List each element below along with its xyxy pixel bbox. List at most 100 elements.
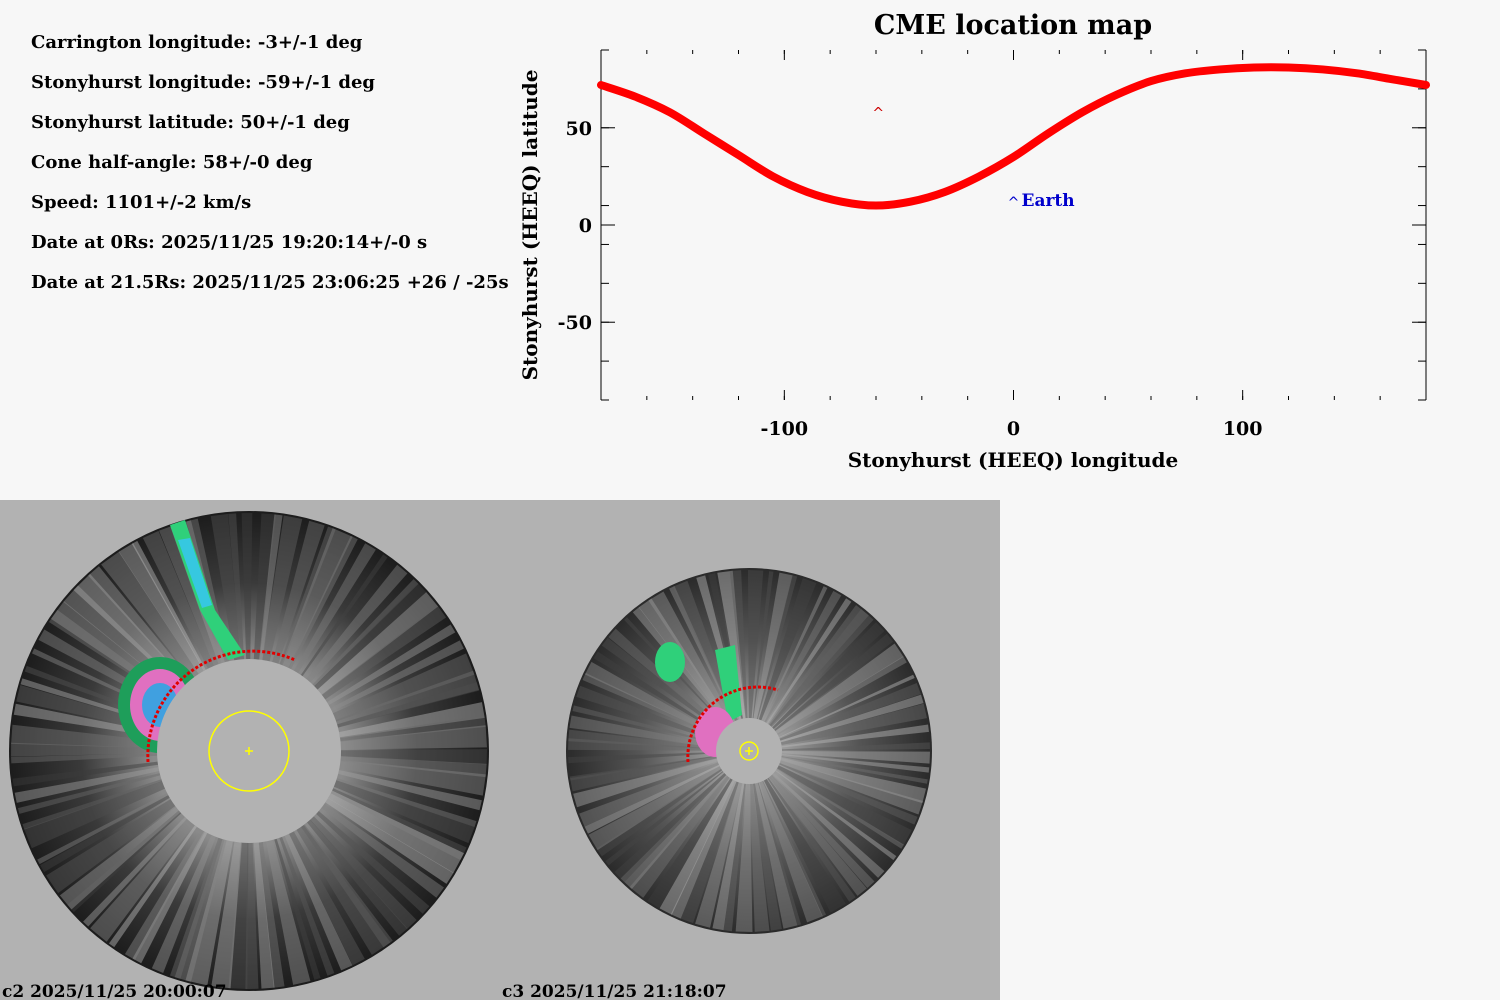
streamer-ray [245,842,259,989]
streamer-ray [258,514,283,660]
streamer-ray [780,757,927,804]
stonyhurst-latitude: Stonyhurst latitude: 50+/-1 deg [31,112,350,133]
streamer-ray [159,523,222,666]
streamer-ray [781,724,929,748]
streamer-ray [774,633,894,732]
y-tick-label: -50 [558,312,592,334]
streamer-ray [132,831,208,964]
streamer-ray [46,799,176,894]
streamer-ray [279,526,336,666]
streamer-ray [118,543,205,675]
streamer-ray [647,778,733,909]
streamer-ray [775,770,897,861]
streamer-ray [569,715,717,747]
streamer-ray [14,767,160,803]
streamer-ray [770,774,875,888]
streamer-ray [747,570,764,719]
streamer-ray [274,838,321,980]
coronagraph-images [9,511,932,991]
c3-cme-blob [655,642,685,682]
streamer-ray [321,803,444,898]
streamer-ray [695,782,742,928]
streamer-ray [579,762,720,827]
streamer-ray [614,773,727,883]
date-at-21-5rs: Date at 21.5Rs: 2025/11/25 23:06:25 +26 … [31,272,509,293]
streamer-ray [170,837,223,979]
streamer-ray [262,515,303,662]
streamer-ray [570,755,717,792]
streamer-ray [762,586,828,722]
streamer-ray [333,780,475,844]
streamer-ray [735,783,753,932]
c3-image [566,568,932,934]
speed: Speed: 1101+/-2 km/s [31,192,252,213]
chart-title: CME location map [874,10,1152,41]
streamer-ray [759,781,823,923]
streamer-ray [13,703,159,737]
x-tick-label: 100 [1223,418,1263,440]
streamer-ray [593,651,722,735]
streamer-ray [568,738,717,751]
streamer-ray [336,778,477,828]
streamer-ray [605,771,724,866]
streamer-ray [335,670,480,728]
streamer-ray [17,773,161,814]
streamer-ray [723,783,746,932]
streamer-ray [339,760,486,796]
date-at-0rs: Date at 0Rs: 2025/11/25 19:20:14+/-0 s [31,232,428,253]
x-tick-label: 0 [1007,418,1020,440]
streamer-ray [22,779,163,830]
streamer-ray [781,753,930,773]
streamer-ray [59,806,181,910]
streamer-ray [766,598,852,724]
streamer-ray [752,783,782,931]
earth-marker: ^ [1008,195,1020,211]
streamer-ray [317,592,439,696]
stonyhurst-longitude: Stonyhurst longitude: -59+/-1 deg [31,72,376,93]
streamer-ray [330,640,464,712]
streamer-ray [781,742,930,751]
c3-sun-circle [739,741,759,761]
streamer-ray [772,622,885,730]
streamer-ray [781,751,930,764]
plot-markers: ^^ Earth [872,105,1074,210]
streamer-ray [769,608,874,728]
streamer-ray [648,591,734,724]
c3-image-label: c3 2025/11/25 21:18:07 [502,982,727,1000]
streamer-ray [569,755,717,781]
streamer-ray [300,824,393,948]
streamer-ray [40,795,170,873]
streamer-ray [758,578,817,721]
streamer-ray [306,564,408,683]
streamer-ray [573,758,718,808]
streamer-ray [588,766,722,851]
streamer-ray [638,598,732,725]
streamer-ray [620,774,728,890]
streamer-ray [729,570,748,719]
streamer-ray [300,554,388,677]
streamer-ray [780,694,924,743]
streamer-ray [228,513,245,660]
streamer-ray [151,834,216,973]
streamer-ray [340,749,487,765]
streamer-ray [174,838,227,982]
x-tick-label: -100 [761,418,809,440]
streamer-ray [601,637,724,732]
streamer-ray [568,729,717,750]
streamer-ray [340,725,487,750]
streamer-ray [288,535,358,670]
streamer-ray [338,770,482,811]
streamer-ray [768,605,869,727]
streamer-ray [340,755,487,778]
streamer-ray [253,842,275,989]
streamer-ray [131,540,206,671]
cone-half-angle: Cone half-angle: 58+/-0 deg [31,152,313,173]
streamer-ray [750,783,770,932]
streamer-ray [629,775,730,898]
c2-sun-center [245,747,253,755]
streamer-ray [272,520,325,664]
streamer-ray [670,780,737,919]
coronagraph-panel: c2 2025/11/25 20:00:07 c3 2025/11/25 21:… [0,500,1000,1000]
streamer-ray [279,836,335,976]
cme-parameters: Carrington longitude: -3+/-1 deg Stonyhu… [31,32,509,312]
